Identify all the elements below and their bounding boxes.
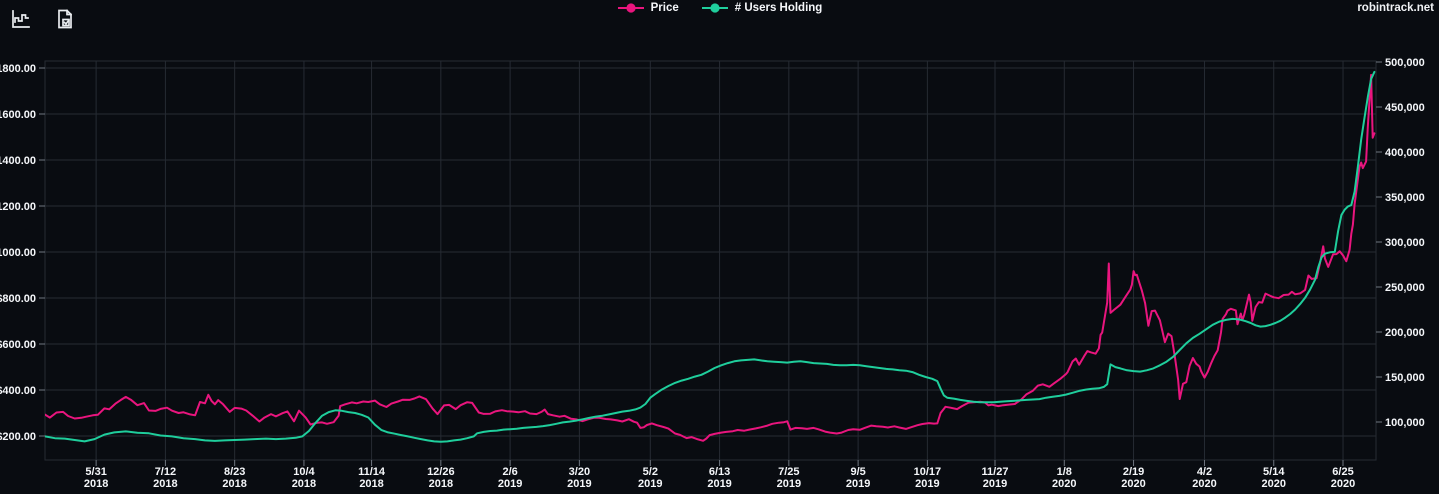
left-axis-label: $1000.00 — [0, 247, 36, 259]
x-axis-label-year: 2019 — [498, 478, 522, 490]
legend-label-users-holding: # Users Holding — [734, 2, 823, 14]
x-axis-label-date: 8/23 — [224, 466, 245, 478]
x-axis-label-year: 2019 — [983, 478, 1007, 490]
left-axis-label: $600.00 — [0, 339, 36, 351]
plot-border — [44, 60, 1377, 461]
x-axis-label-year: 2018 — [222, 478, 246, 490]
x-axis-label-year: 2020 — [1331, 478, 1355, 490]
x-axis-label-year: 2020 — [1052, 478, 1076, 490]
right-axis-label: 300,000 — [1385, 237, 1425, 249]
x-axis-label-year: 2020 — [1192, 478, 1216, 490]
right-axis-label: 200,000 — [1385, 327, 1425, 339]
right-axis-label: 450,000 — [1385, 102, 1425, 114]
x-axis-label-date: 1/8 — [1057, 466, 1072, 478]
chart-legend: Price # Users Holding — [0, 0, 1439, 16]
x-axis-label-date: 9/5 — [850, 466, 865, 478]
x-axis-label-year: 2019 — [707, 478, 731, 490]
left-axis-label: $1200.00 — [0, 201, 36, 213]
x-axis-label-year: 2020 — [1121, 478, 1145, 490]
left-axis-label: $400.00 — [0, 385, 36, 397]
x-axis-label-date: 4/2 — [1197, 466, 1212, 478]
legend-label-price: Price — [650, 2, 679, 14]
left-axis-label: $1800.00 — [0, 63, 36, 75]
right-axis-label: 100,000 — [1385, 417, 1425, 429]
x-axis-label-date: 5/2 — [643, 466, 658, 478]
x-axis-label-year: 2018 — [359, 478, 383, 490]
left-axis-label: $800.00 — [0, 293, 36, 305]
watermark-link: robintrack.net — [1357, 2, 1434, 14]
x-axis-label-year: 2018 — [84, 478, 108, 490]
x-axis-label-date: 2/6 — [502, 466, 517, 478]
right-axis-label: 400,000 — [1385, 147, 1425, 159]
series-line-users-holding — [45, 70, 1376, 443]
x-axis-label-date: 7/12 — [155, 466, 176, 478]
x-axis-label-date: 11/14 — [358, 466, 386, 478]
x-axis-label-date: 5/31 — [85, 466, 106, 478]
x-axis-label-year: 2019 — [777, 478, 801, 490]
x-axis-label-date: 10/4 — [293, 466, 315, 478]
x-axis-label-year: 2019 — [915, 478, 939, 490]
x-axis-label-date: 6/13 — [709, 466, 730, 478]
legend-marker-users — [701, 3, 728, 13]
x-axis-label-date: 12/26 — [427, 466, 455, 478]
x-axis-label-year: 2019 — [567, 478, 591, 490]
x-axis-label-year: 2019 — [638, 478, 662, 490]
x-axis-label-date: 10/17 — [914, 466, 942, 478]
right-axis-label: 350,000 — [1385, 192, 1425, 204]
chart-toolbar — [6, 4, 80, 34]
x-axis-label-date: 6/25 — [1332, 466, 1353, 478]
x-axis-label-year: 2019 — [846, 478, 870, 490]
right-axis-label: 150,000 — [1385, 372, 1425, 384]
left-axis-label: $1400.00 — [0, 155, 36, 167]
x-axis-label-date: 11/27 — [982, 466, 1009, 478]
series-line-price — [45, 73, 1376, 442]
document-check-icon — [58, 9, 72, 29]
right-axis-label: 500,000 — [1385, 57, 1425, 69]
x-axis-label-date: 2/19 — [1123, 466, 1144, 478]
document-check-button[interactable] — [50, 4, 80, 34]
step-chart-icon — [12, 10, 30, 28]
x-axis-label-date: 7/25 — [778, 466, 799, 478]
x-axis-label-year: 2018 — [429, 478, 453, 490]
right-axis-label: 250,000 — [1385, 282, 1425, 294]
legend-item-price[interactable]: Price — [617, 1, 679, 15]
legend-item-users-holding[interactable]: # Users Holding — [701, 1, 823, 15]
x-axis-label-date: 5/14 — [1263, 466, 1285, 478]
x-axis-label-year: 2018 — [153, 478, 177, 490]
x-axis-label-date: 3/20 — [569, 466, 590, 478]
left-axis-label: $200.00 — [0, 431, 36, 443]
step-chart-button[interactable] — [6, 4, 36, 34]
legend-marker-price — [617, 3, 644, 13]
x-axis-label-year: 2020 — [1262, 478, 1286, 490]
x-axis-label-year: 2018 — [292, 478, 316, 490]
left-axis-label: $1600.00 — [0, 109, 36, 121]
